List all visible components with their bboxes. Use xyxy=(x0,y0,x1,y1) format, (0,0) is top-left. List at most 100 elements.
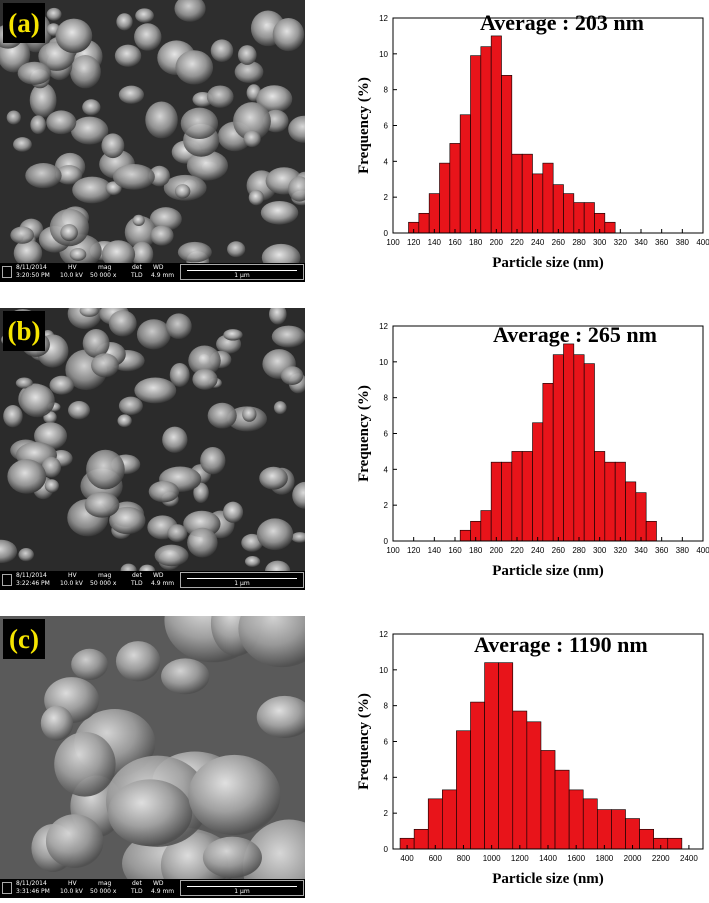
x-tick-label: 180 xyxy=(469,238,483,247)
particle-shape xyxy=(13,239,43,263)
particle-shape xyxy=(118,396,143,416)
sem-det: TLD xyxy=(131,580,143,587)
particle-shape xyxy=(116,13,133,31)
histogram-bar xyxy=(625,481,637,542)
particle-shape xyxy=(82,99,101,116)
particle-shape xyxy=(101,240,136,263)
y-tick-label: 6 xyxy=(384,122,389,131)
histogram-bar xyxy=(511,153,523,234)
particle-shape xyxy=(131,241,154,263)
particle-shape xyxy=(244,556,261,568)
particle-shape xyxy=(3,405,23,428)
sem-wd-label: WD xyxy=(153,264,164,271)
x-tick-label: 360 xyxy=(655,546,669,555)
x-axis-label: Particle size (nm) xyxy=(492,871,604,887)
particle-shape xyxy=(165,313,192,340)
histogram-bar xyxy=(604,221,616,234)
particle-shape xyxy=(139,564,156,571)
y-tick-label: 4 xyxy=(384,157,389,166)
scale-bar-b: 1 µm xyxy=(180,572,304,588)
particle-shape xyxy=(72,176,113,204)
y-tick-label: 12 xyxy=(379,630,388,639)
particle-shape xyxy=(162,426,188,453)
y-axis-label: Frequency (%) xyxy=(356,77,372,174)
sem-mag-label: mag xyxy=(98,264,112,271)
sem-wd-label: WD xyxy=(153,572,164,579)
y-tick-label: 0 xyxy=(384,537,389,546)
particle-shape xyxy=(291,532,305,543)
sem-hv: 10.0 kV xyxy=(60,888,83,895)
x-tick-label: 800 xyxy=(457,854,471,863)
histogram-bar xyxy=(573,354,585,542)
y-tick-label: 0 xyxy=(384,845,389,854)
histogram-bar xyxy=(521,153,533,234)
particle-shape xyxy=(187,527,218,558)
y-tick-label: 2 xyxy=(384,809,389,818)
particle-shape xyxy=(6,110,21,125)
histogram-bar xyxy=(542,383,554,542)
sem-hv-label: HV xyxy=(68,264,77,271)
sem-wd: 4.9 mm xyxy=(151,888,175,895)
particle-shape xyxy=(288,176,305,202)
particle-shape xyxy=(134,377,177,404)
particle-shape xyxy=(148,165,170,187)
scale-line xyxy=(187,270,297,271)
particle-shape xyxy=(120,563,137,571)
x-tick-label: 140 xyxy=(428,546,442,555)
histogram-bar xyxy=(563,343,575,542)
particle-shape xyxy=(49,375,75,395)
particle-shape xyxy=(167,524,188,543)
y-tick-label: 6 xyxy=(384,430,389,439)
sem-info-bar-c: 8/11/2014 3:31:46 PM HV 10.0 kV mag 50 0… xyxy=(0,879,305,898)
x-tick-label: 200 xyxy=(490,546,504,555)
sem-micrograph-c xyxy=(0,616,305,879)
x-tick-label: 120 xyxy=(407,238,421,247)
particle-shape xyxy=(79,308,99,317)
particle-shape xyxy=(161,658,210,695)
scale-line xyxy=(187,886,297,887)
y-tick-label: 10 xyxy=(379,50,388,59)
histogram-bar xyxy=(540,750,556,850)
sem-det: TLD xyxy=(131,888,143,895)
y-tick-label: 0 xyxy=(384,229,389,238)
particle-shape xyxy=(55,165,83,185)
sem-hv: 10.0 kV xyxy=(60,272,83,279)
histogram-bar xyxy=(501,75,513,234)
x-tick-label: 280 xyxy=(572,238,586,247)
y-tick-label: 8 xyxy=(384,394,389,403)
particle-shape xyxy=(30,115,46,135)
particle-shape xyxy=(243,130,261,148)
sem-mag-label: mag xyxy=(98,880,112,887)
particle-shape xyxy=(19,384,55,418)
x-axis-label: Particle size (nm) xyxy=(492,563,604,579)
particle-shape xyxy=(261,243,301,263)
particle-shape xyxy=(148,480,180,503)
particle-shape xyxy=(175,50,214,85)
x-tick-label: 600 xyxy=(429,854,443,863)
bars xyxy=(459,343,657,542)
histogram-bar xyxy=(470,55,482,234)
sem-time: 3:31:46 PM xyxy=(16,888,50,895)
particle-shape xyxy=(259,466,288,490)
y-tick-label: 8 xyxy=(384,86,389,95)
histogram-bar xyxy=(480,46,492,234)
x-axis-label: Particle size (nm) xyxy=(492,255,604,271)
particle-shape xyxy=(7,459,47,494)
histogram-c: 400 600 800 1000 1200 1400 1600 1800 2000 2200 240… xyxy=(340,616,709,898)
average-label-a: Average : 203 nm xyxy=(480,10,644,35)
particle-shape xyxy=(269,308,287,325)
histogram-bar xyxy=(568,789,584,850)
histogram-bar xyxy=(563,193,575,234)
y-tick-label: 4 xyxy=(384,773,389,782)
sem-hv: 10.0 kV xyxy=(60,580,83,587)
panel-label-a: (a) xyxy=(3,3,45,43)
sem-wd: 4.9 mm xyxy=(151,272,175,279)
histogram-bar xyxy=(456,730,471,850)
histogram-bar xyxy=(532,422,544,542)
histogram-bar xyxy=(501,461,513,542)
particle-shape xyxy=(71,648,108,681)
sem-info-bar-a: 8/11/2014 3:20:50 PM HV 10.0 kV mag 50 0… xyxy=(0,263,305,282)
x-tick-label: 180 xyxy=(469,546,483,555)
average-label-c: Average : 1190 nm xyxy=(474,632,648,657)
particle-shape xyxy=(70,55,101,89)
